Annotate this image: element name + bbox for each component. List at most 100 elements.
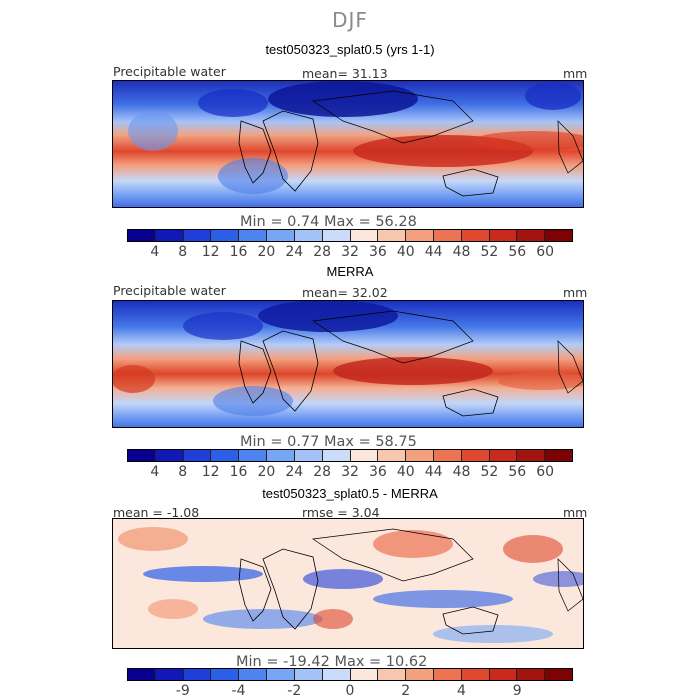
colorbar-tick-label: 60 — [536, 464, 555, 480]
colorbar-tick-label: 32 — [341, 464, 359, 480]
colorbar-swatch — [517, 230, 546, 241]
colorbar-swatch — [489, 450, 518, 461]
colorbar-tick-label: -4 — [231, 683, 246, 699]
colorbar-swatch — [183, 669, 212, 680]
panel-1-colorbar — [127, 229, 573, 242]
colorbar-tick-label: 24 — [285, 464, 304, 480]
panel-1-min-max: Min = 0.74 Max = 56.28 — [240, 214, 417, 230]
colorbar-swatch — [350, 669, 379, 680]
colorbar-swatch — [267, 230, 295, 241]
colorbar-swatch — [461, 669, 490, 680]
colorbar-swatch — [322, 669, 351, 680]
panel-2-mean-label: mean= 32.02 — [302, 285, 388, 300]
colorbar-swatch — [406, 450, 434, 461]
colorbar-swatch — [128, 230, 156, 241]
colorbar-swatch — [545, 230, 572, 241]
panel-1-map — [112, 80, 584, 208]
colorbar-tick-label: 44 — [424, 244, 443, 260]
colorbar-tick-label: 4 — [150, 464, 160, 480]
colorbar-tick-label: 28 — [313, 464, 332, 480]
colorbar-tick-label: 9 — [512, 683, 522, 699]
colorbar-swatch — [211, 450, 240, 461]
colorbar-tick-label: 36 — [368, 464, 387, 480]
colorbar-tick-label: 20 — [257, 244, 276, 260]
colorbar-swatch — [545, 669, 572, 680]
colorbar-swatch — [517, 450, 546, 461]
colorbar-tick-label: 56 — [508, 244, 527, 260]
colorbar-swatch — [517, 669, 546, 680]
panel-2-variable-label: Precipitable water — [113, 283, 226, 298]
colorbar-tick-label: 4 — [457, 683, 466, 699]
colorbar-swatch — [433, 230, 462, 241]
colorbar-tick-label: 0 — [345, 683, 355, 699]
colorbar-swatch — [183, 450, 212, 461]
colorbar-swatch — [294, 230, 323, 241]
panel-3-map — [112, 518, 584, 649]
colorbar-tick-label: 8 — [178, 244, 188, 260]
colorbar-tick-label: 16 — [229, 244, 248, 260]
colorbar-tick-label: 56 — [508, 464, 527, 480]
colorbar-swatch — [322, 450, 351, 461]
colorbar-swatch — [155, 450, 184, 461]
colorbar-swatch — [267, 669, 295, 680]
colorbar-swatch — [239, 230, 268, 241]
colorbar-tick-label: 28 — [313, 244, 332, 260]
colorbar-swatch — [211, 230, 240, 241]
panel-2-units-label: mm — [563, 285, 588, 300]
colorbar-swatch — [294, 669, 323, 680]
colorbar-swatch — [350, 450, 379, 461]
colorbar-tick-label: 40 — [396, 244, 415, 260]
colorbar-tick-label: 16 — [229, 464, 248, 480]
panel-2-min-max: Min = 0.77 Max = 58.75 — [240, 434, 417, 450]
panel-2-title: MERRA — [326, 264, 374, 279]
panel-3-units-label: mm — [563, 505, 588, 520]
colorbar-tick-label: 4 — [150, 244, 160, 260]
colorbar-swatch — [489, 230, 518, 241]
panel-2-colorbar-ticks: 4 8 12 16 20 24 28 32 36 40 44 48 52 56 60 — [127, 464, 573, 480]
colorbar-tick-label: 44 — [424, 464, 443, 480]
panel-3-colorbar-ticks: -9 -4 -2 0 2 4 9 — [127, 683, 573, 699]
colorbar-swatch — [239, 450, 268, 461]
colorbar-swatch — [155, 669, 184, 680]
colorbar-swatch — [489, 669, 518, 680]
colorbar-swatch — [128, 669, 156, 680]
colorbar-tick-label: -2 — [287, 683, 302, 699]
colorbar-swatch — [267, 450, 295, 461]
colorbar-tick-label: -9 — [175, 683, 190, 699]
colorbar-swatch — [433, 669, 462, 680]
colorbar-swatch — [378, 669, 407, 680]
colorbar-tick-label: 40 — [396, 464, 415, 480]
panel-3-mean-label: mean = -1.08 — [113, 505, 200, 520]
colorbar-swatch — [350, 230, 379, 241]
colorbar-swatch — [461, 450, 490, 461]
figure-title: DJF — [332, 8, 368, 32]
colorbar-swatch — [406, 230, 434, 241]
colorbar-swatch — [155, 230, 184, 241]
colorbar-swatch — [378, 230, 407, 241]
colorbar-swatch — [322, 230, 351, 241]
colorbar-tick-label: 12 — [201, 244, 220, 260]
colorbar-swatch — [545, 450, 572, 461]
panel-2-colorbar — [127, 449, 573, 462]
colorbar-tick-label: 20 — [257, 464, 276, 480]
colorbar-swatch — [461, 230, 490, 241]
colorbar-swatch — [239, 669, 268, 680]
colorbar-tick-label: 2 — [401, 683, 411, 699]
colorbar-tick-label: 32 — [341, 244, 359, 260]
panel-1-units-label: mm — [563, 66, 588, 81]
colorbar-tick-label: 12 — [201, 464, 220, 480]
panel-1-mean-label: mean= 31.13 — [302, 66, 388, 81]
colorbar-swatch — [433, 450, 462, 461]
panel-1-colorbar-ticks: 4 8 12 16 20 24 28 32 36 40 44 48 52 56 60 — [127, 244, 573, 260]
colorbar-swatch — [183, 230, 212, 241]
panel-1-variable-label: Precipitable water — [113, 64, 226, 79]
colorbar-tick-label: 24 — [285, 244, 304, 260]
panel-1-title: test050323_splat0.5 (yrs 1-1) — [265, 42, 435, 57]
colorbar-tick-label: 8 — [178, 464, 188, 480]
colorbar-tick-label: 48 — [452, 244, 471, 260]
panel-3-title: test050323_splat0.5 - MERRA — [262, 486, 438, 501]
panel-2-map — [112, 300, 584, 428]
panel-3-colorbar — [127, 668, 573, 681]
colorbar-tick-label: 48 — [452, 464, 471, 480]
colorbar-tick-label: 60 — [536, 244, 555, 260]
